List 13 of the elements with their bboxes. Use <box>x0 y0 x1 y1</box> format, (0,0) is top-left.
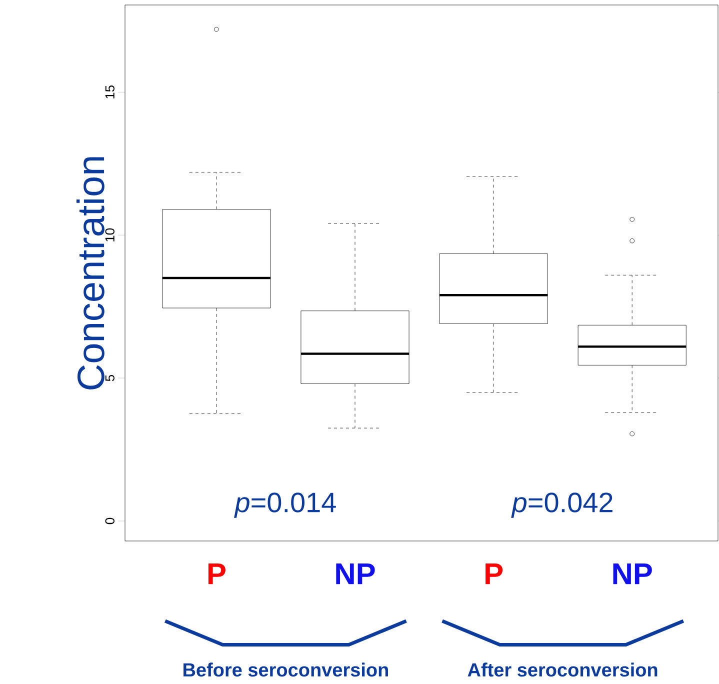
text: Before seroconversion <box>184 662 388 677</box>
text: After seroconversion <box>468 662 658 677</box>
x-tick-label: NP <box>613 564 652 584</box>
y-tick-label: 0 <box>105 518 114 524</box>
x-tick-label: P <box>208 564 226 584</box>
y-tick-label: 10 <box>105 228 114 242</box>
annotation: p=0.014 <box>234 492 336 518</box>
annotation: p=0.042 <box>511 492 612 518</box>
y-tick-label: 15 <box>105 85 114 98</box>
x-tick-label: P <box>486 564 503 584</box>
y-axis-title: Concentration <box>76 157 104 390</box>
y-tick-label: 5 <box>105 374 114 382</box>
x-tick-label: NP <box>336 564 375 584</box>
